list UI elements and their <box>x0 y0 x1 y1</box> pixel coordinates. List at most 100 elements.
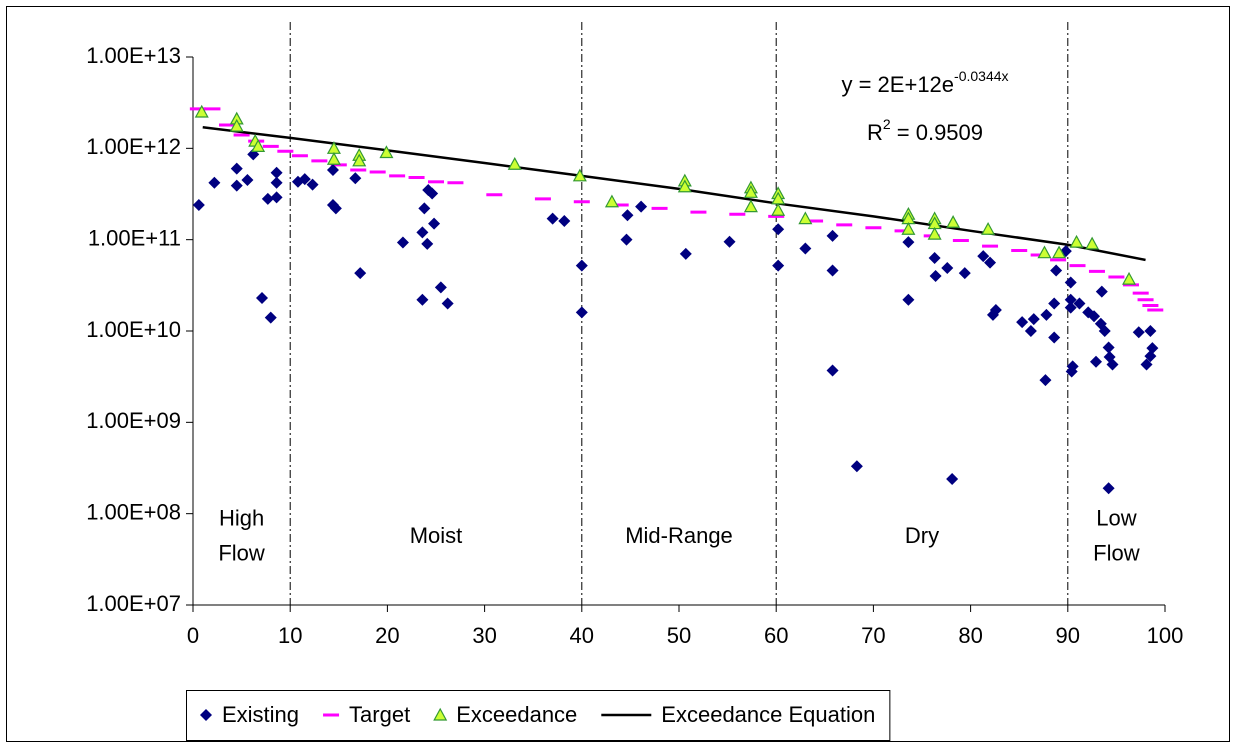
r-squared-annotation: R2 = 0.9509 <box>867 116 983 145</box>
existing-point <box>621 209 634 222</box>
existing-point <box>826 364 839 377</box>
existing-point <box>416 226 429 239</box>
y-tick-label: 1.00E+10 <box>86 317 181 342</box>
exceedance-point <box>379 145 394 159</box>
existing-point <box>620 233 633 246</box>
zone-label: Flow <box>1093 540 1140 565</box>
exceedance-point <box>677 179 692 193</box>
existing-point <box>1050 264 1063 277</box>
existing-point <box>799 242 812 255</box>
existing-point <box>230 162 243 175</box>
equation-line <box>202 126 1146 262</box>
existing-point <box>421 237 434 250</box>
existing-point <box>1146 342 1159 355</box>
existing-point <box>986 308 999 321</box>
existing-point <box>1040 308 1053 321</box>
existing-point <box>1089 355 1102 368</box>
existing-point <box>192 198 205 211</box>
x-tick-label: 10 <box>278 623 302 648</box>
legend-swatch <box>433 707 448 721</box>
existing-point <box>679 247 692 260</box>
existing-point <box>230 179 243 192</box>
y-tick-label: 1.00E+09 <box>86 408 181 433</box>
existing-point <box>418 202 431 215</box>
existing-point <box>826 229 839 242</box>
existing-point <box>208 176 221 189</box>
existing-point <box>958 267 971 280</box>
existing-point <box>772 223 785 236</box>
existing-point <box>902 236 915 249</box>
exceedance-point <box>1052 245 1067 259</box>
zone-label: Low <box>1096 505 1136 530</box>
existing-point <box>306 178 319 191</box>
existing-point <box>329 202 342 215</box>
x-tick-label: 50 <box>667 623 691 648</box>
zone-label: Dry <box>905 523 939 548</box>
existing-point <box>1106 358 1119 371</box>
legend: Existing Target Exceedance Exceedance Equat… <box>186 690 891 741</box>
y-tick-label: 1.00E+11 <box>88 225 181 250</box>
x-tick-label: 0 <box>187 623 199 648</box>
existing-point <box>558 215 571 228</box>
existing-point <box>1098 325 1111 337</box>
y-tick-label: 1.00E+08 <box>86 499 181 524</box>
exceedance-point <box>771 202 786 216</box>
existing-point <box>261 192 274 205</box>
existing-point <box>298 173 311 186</box>
existing-point <box>575 306 588 319</box>
x-tick-label: 30 <box>472 623 496 648</box>
exceedance-point <box>251 139 266 152</box>
zone-label: Moist <box>410 523 463 548</box>
r-squared-rest: = 0.9509 <box>891 120 983 145</box>
exceedance-point <box>1037 245 1052 259</box>
legend-box <box>186 690 891 741</box>
existing-point <box>1066 360 1079 373</box>
existing-point <box>270 176 283 189</box>
existing-point <box>396 236 409 249</box>
exceedance-point <box>927 226 942 240</box>
existing-point <box>1144 325 1157 337</box>
existing-point <box>723 235 736 248</box>
exceedance-point <box>981 222 996 235</box>
existing-point <box>1102 482 1115 495</box>
legend-label: Existing <box>222 702 299 727</box>
existing-point <box>1016 316 1029 329</box>
exceedance-point <box>229 118 244 132</box>
existing-point <box>1144 350 1157 363</box>
existing-point <box>929 270 942 283</box>
existing-point <box>546 212 559 225</box>
exceedance-point <box>743 185 758 198</box>
y-tick-label: 1.00E+07 <box>86 591 181 616</box>
exceedance-point <box>743 199 758 213</box>
existing-point <box>1064 301 1077 314</box>
existing-point <box>1024 325 1037 337</box>
existing-point <box>1048 297 1061 310</box>
existing-point <box>984 256 997 269</box>
existing-point <box>349 172 362 185</box>
existing-point <box>1140 358 1153 371</box>
exceedance-point <box>326 151 341 165</box>
existing-point <box>941 261 954 274</box>
existing-point <box>416 293 429 306</box>
existing-point <box>354 267 367 280</box>
existing-point <box>326 163 339 176</box>
existing-point <box>826 264 839 277</box>
y-tick-label: 1.00E+13 <box>86 43 181 68</box>
existing-point <box>635 200 648 213</box>
y-tick-label: 1.00E+12 <box>86 134 181 159</box>
existing-point <box>1064 293 1077 306</box>
existing-point <box>902 293 915 306</box>
existing-point <box>1039 374 1052 387</box>
exceedance-point <box>798 211 813 225</box>
x-tick-label: 80 <box>958 623 982 648</box>
existing-point <box>264 311 277 324</box>
existing-point <box>428 217 441 230</box>
existing-point <box>772 259 785 272</box>
existing-point <box>1027 313 1040 326</box>
zone-label: Flow <box>218 540 265 565</box>
exceedance-point <box>1085 236 1100 250</box>
existing-point <box>850 460 863 473</box>
existing-point <box>1102 341 1115 354</box>
